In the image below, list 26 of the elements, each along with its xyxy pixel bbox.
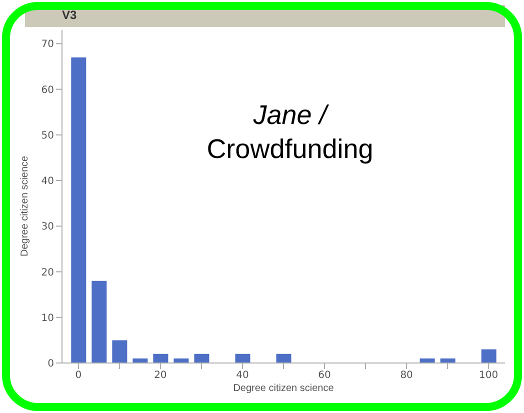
text: Jane / Crowdfunding: [206, 99, 374, 166]
y-tick-label: 10: [41, 312, 54, 324]
bar: [92, 280, 107, 363]
y-tick-label: 60: [41, 84, 54, 96]
x-tick-label: 0: [75, 370, 82, 382]
bar: [194, 354, 210, 363]
bar: [71, 57, 86, 363]
bar: [153, 354, 168, 363]
x-tick-label: 60: [318, 370, 331, 382]
x-tick-label: 20: [154, 370, 167, 382]
x-tick-label: 40: [236, 370, 249, 382]
bar: [481, 349, 496, 363]
y-tick-label: 40: [41, 176, 54, 188]
x-axis-title: Degree citizen science: [233, 383, 334, 394]
x-tick-label: 100: [479, 370, 498, 382]
y-axis-title: Degree citizen science: [20, 155, 31, 256]
bar: [235, 354, 250, 363]
y-tick-label: 50: [41, 130, 54, 142]
y-tick-label: 70: [41, 39, 54, 50]
bar: [276, 354, 292, 363]
bar: [112, 340, 128, 363]
x-tick-label: 80: [400, 370, 413, 382]
y-tick-label: 0: [48, 358, 54, 370]
y-tick-label: 20: [41, 267, 54, 278]
y-tick-label: 30: [41, 222, 54, 233]
text: V3: [62, 8, 77, 22]
